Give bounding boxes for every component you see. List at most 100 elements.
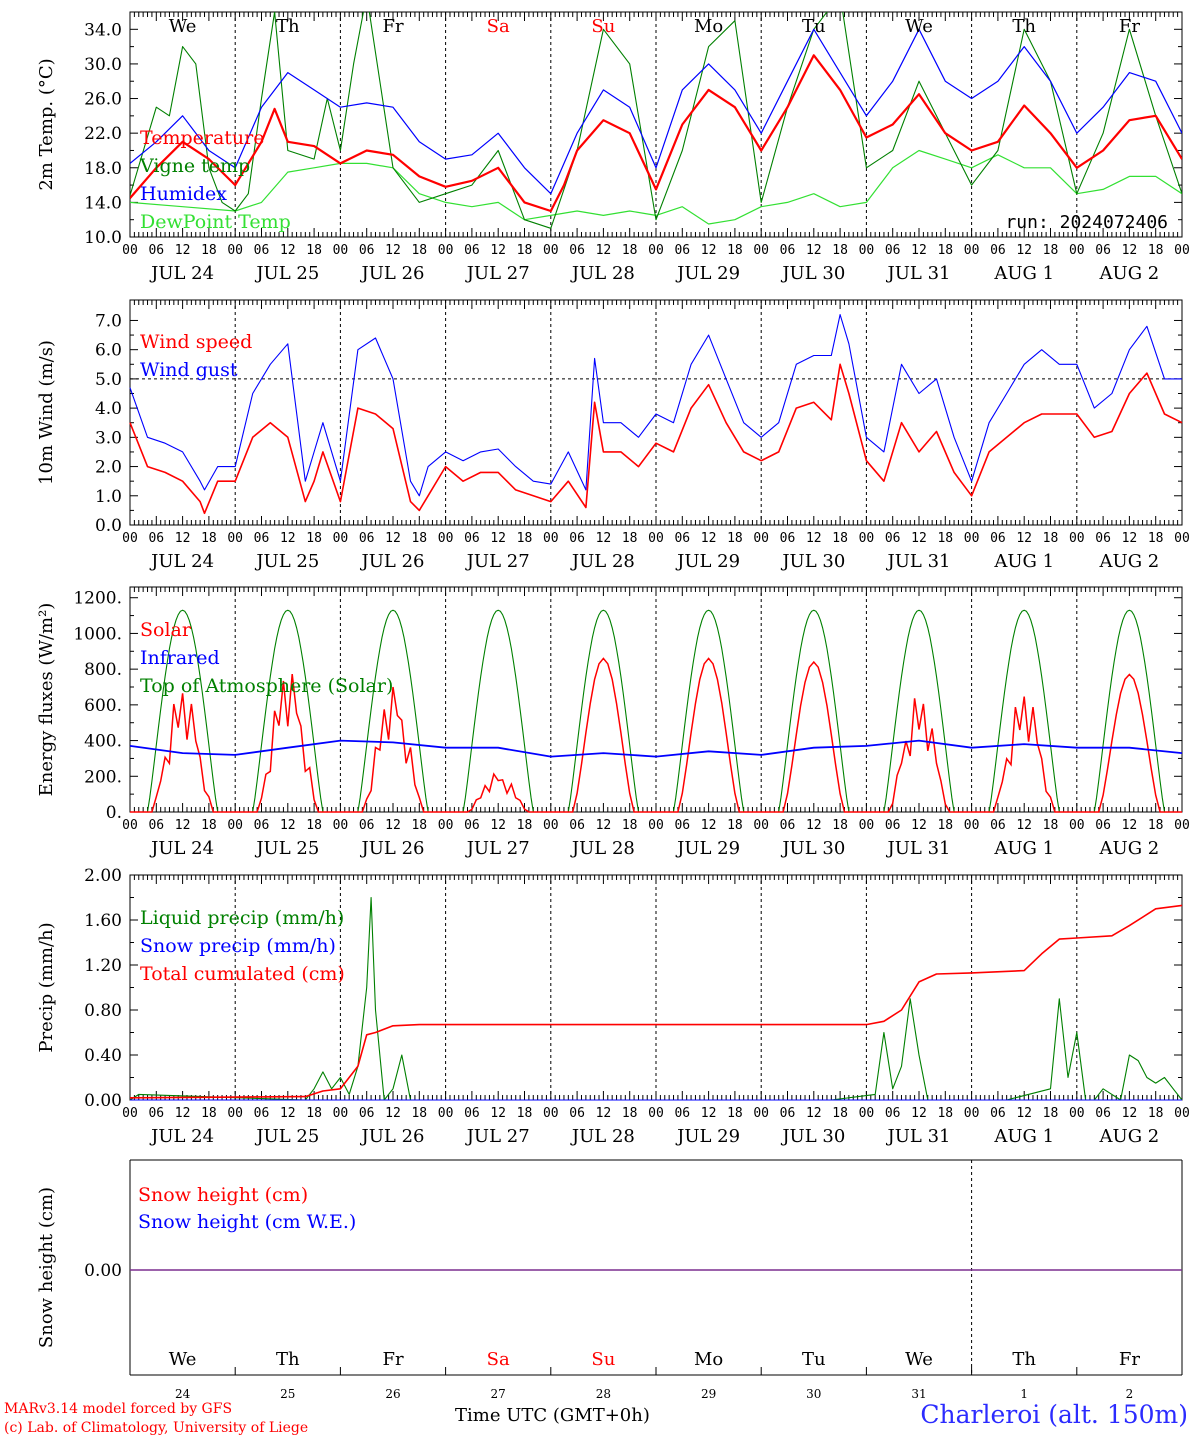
hour-tick-label: 06 — [780, 243, 796, 258]
hour-tick-label: 18 — [201, 818, 217, 833]
hour-tick-label: 18 — [201, 243, 217, 258]
hour-tick-label: 12 — [175, 243, 191, 258]
hour-tick-label: 00 — [543, 531, 559, 546]
credit-line-2: (c) Lab. of Climatology, University of L… — [4, 1420, 309, 1436]
hour-tick-label: 12 — [806, 243, 822, 258]
hour-tick-label: 00 — [333, 531, 349, 546]
y-tick-label: 2.0 — [95, 458, 122, 478]
hour-tick-label: 18 — [306, 243, 322, 258]
hour-tick-label: 00 — [859, 818, 875, 833]
weekday-label: Sa — [487, 1349, 510, 1370]
hour-tick-label: 06 — [780, 818, 796, 833]
hour-tick-label: 18 — [832, 531, 848, 546]
series-temperature-line — [130, 54, 1182, 213]
legend-snow-precip: Snow precip (mm/h) — [140, 935, 336, 957]
y-tick-label: 1000. — [73, 624, 122, 644]
hour-tick-label: 12 — [175, 818, 191, 833]
hour-tick-label: 12 — [1122, 243, 1138, 258]
hour-tick-label: 12 — [701, 1106, 717, 1121]
series-solar-line — [130, 657, 1182, 813]
hour-tick-label: 06 — [674, 243, 690, 258]
date-label: JUL 31 — [886, 1126, 951, 1147]
hour-tick-label: 12 — [175, 1106, 191, 1121]
hour-tick-label: 12 — [701, 531, 717, 546]
hour-tick-label: 00 — [122, 818, 138, 833]
hour-tick-label: 12 — [1122, 1106, 1138, 1121]
y-axis-label: 2m Temp. (°C) — [36, 58, 57, 190]
day-number-label: 26 — [385, 1387, 400, 1401]
y-tick-label: 30.0 — [84, 55, 122, 75]
legend-wind-speed: Wind speed — [140, 331, 252, 353]
hour-tick-label: 12 — [911, 1106, 927, 1121]
weekday-label: Mo — [694, 1349, 723, 1370]
date-label: JUL 25 — [254, 263, 319, 284]
hour-tick-label: 12 — [911, 531, 927, 546]
hour-tick-label: 00 — [1069, 818, 1085, 833]
hour-tick-label: 12 — [596, 531, 612, 546]
panel-4: 00 06 12 18 00 06 12 18 00 06 12 18 00 06 12 18 00 06 12 18… — [36, 866, 1190, 1147]
date-label: JUL 24 — [149, 1126, 214, 1147]
hour-tick-label: 12 — [596, 243, 612, 258]
hour-tick-label: 00 — [1174, 818, 1190, 833]
hour-tick-label: 18 — [411, 818, 427, 833]
hour-tick-label: 18 — [1148, 1106, 1164, 1121]
hour-tick-label: 06 — [148, 243, 164, 258]
legend-total-cumulated: Total cumulated (cm) — [140, 963, 345, 985]
hour-tick-label: 00 — [227, 818, 243, 833]
hour-tick-label: 18 — [517, 1106, 533, 1121]
hour-tick-label: 06 — [674, 531, 690, 546]
weekday-label: We — [905, 16, 933, 37]
hour-tick-label: 12 — [280, 1106, 296, 1121]
date-label: JUL 24 — [149, 838, 214, 859]
hour-tick-label: 18 — [727, 818, 743, 833]
date-label: AUG 2 — [1099, 263, 1160, 284]
date-label: JUL 27 — [465, 1126, 530, 1147]
hour-tick-label: 12 — [385, 531, 401, 546]
run-annotation: run: 2024072406 — [1005, 212, 1168, 233]
panel-frame — [129, 299, 1183, 526]
hour-tick-label: 00 — [753, 818, 769, 833]
hour-tick-label: 00 — [543, 243, 559, 258]
hour-tick-label: 00 — [1174, 531, 1190, 546]
hour-tick-label: 18 — [727, 243, 743, 258]
hour-tick-label: 06 — [254, 1106, 270, 1121]
hour-tick-label: 12 — [596, 1106, 612, 1121]
date-label: AUG 1 — [993, 551, 1054, 572]
hour-tick-label: 06 — [674, 818, 690, 833]
hour-tick-label: 12 — [280, 243, 296, 258]
hour-tick-label: 00 — [333, 1106, 349, 1121]
y-axis-label: Precip (mm/h) — [36, 922, 57, 1052]
hour-tick-label: 00 — [859, 531, 875, 546]
date-label: JUL 29 — [675, 263, 740, 284]
hour-tick-label: 06 — [464, 531, 480, 546]
hour-tick-label: 12 — [596, 818, 612, 833]
series-wind-gust-line — [129, 314, 1182, 497]
y-tick-label: 1.20 — [84, 956, 122, 976]
weekday-label: Mo — [694, 16, 723, 37]
date-label: JUL 30 — [780, 838, 845, 859]
date-label: AUG 2 — [1099, 1126, 1160, 1147]
date-label: JUL 26 — [360, 263, 425, 284]
hour-tick-label: 00 — [438, 1106, 454, 1121]
date-label: JUL 27 — [465, 263, 530, 284]
hour-tick-label: 12 — [806, 818, 822, 833]
date-label: JUL 29 — [675, 1126, 740, 1147]
y-axis-label: 10m Wind (m/s) — [36, 340, 57, 485]
hour-tick-label: 00 — [227, 1106, 243, 1121]
hour-tick-label: 00 — [438, 531, 454, 546]
day-number-label: 30 — [806, 1387, 821, 1401]
panel-1: 00 06 12 18 00 06 12 18 00 06 12 18 00 06 12 18 00 06 12 18… — [36, 11, 1190, 284]
hour-tick-label: 06 — [148, 531, 164, 546]
date-label: JUL 26 — [360, 838, 425, 859]
date-label: JUL 25 — [254, 551, 319, 572]
hour-tick-label: 18 — [832, 243, 848, 258]
y-tick-label: 400. — [84, 732, 122, 752]
hour-tick-label: 12 — [280, 531, 296, 546]
date-label: JUL 29 — [675, 551, 740, 572]
day-number-label: 27 — [491, 1387, 506, 1401]
hour-tick-label: 00 — [753, 1106, 769, 1121]
hour-tick-label: 06 — [1095, 531, 1111, 546]
hour-tick-label: 18 — [1148, 818, 1164, 833]
hour-tick-label: 18 — [832, 818, 848, 833]
hour-tick-label: 18 — [1043, 243, 1059, 258]
